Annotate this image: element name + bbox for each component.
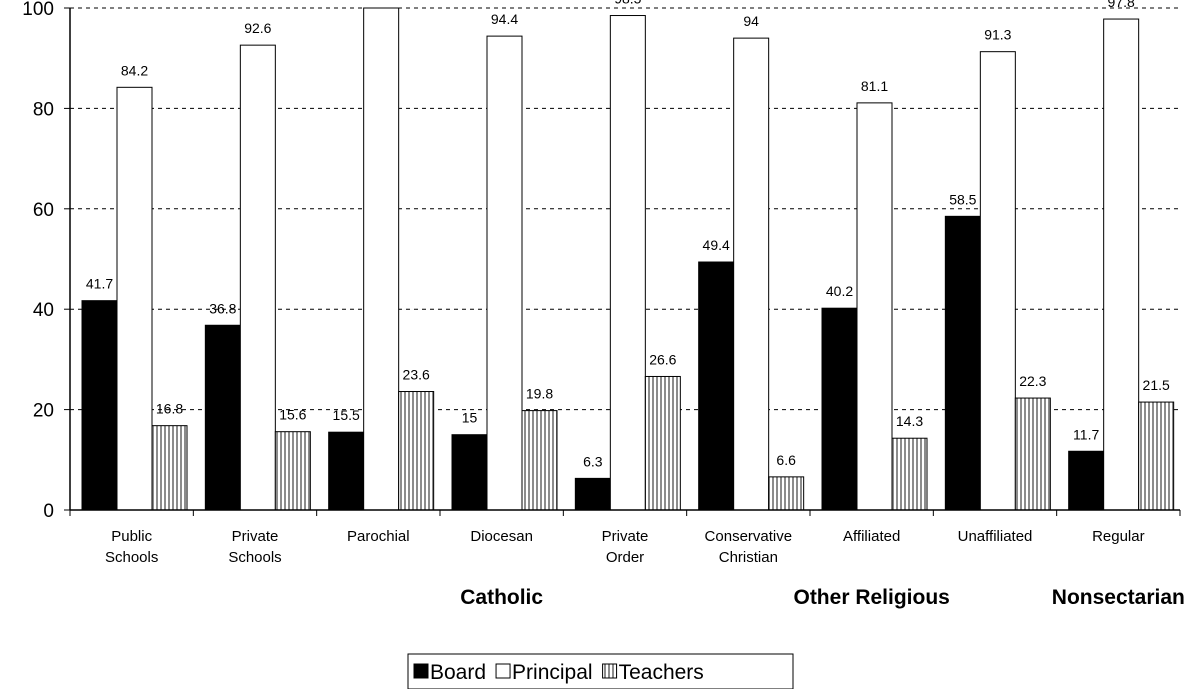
- data-label-teachers: 16.8: [156, 401, 183, 417]
- data-label-principal: 98.5: [614, 0, 641, 7]
- bar-teachers: [768, 476, 805, 511]
- x-tick-label: Private: [232, 528, 279, 545]
- bar-board: [1068, 450, 1105, 511]
- bar-teachers: [151, 425, 188, 511]
- data-label-board: 15.5: [333, 407, 360, 423]
- data-label-board: 41.7: [86, 276, 113, 292]
- y-tick-label: 100: [22, 0, 54, 20]
- bar-board: [451, 434, 488, 511]
- x-tick-label: Conservative: [705, 528, 793, 545]
- bar-board: [81, 300, 118, 511]
- legend-label-teachers: Teachers: [619, 661, 704, 684]
- x-tick-label: Regular: [1092, 528, 1145, 545]
- bar-board: [944, 215, 981, 511]
- y-tick-label: 20: [33, 401, 54, 422]
- data-label-principal: 92.6: [244, 20, 271, 36]
- bar-principal: [239, 44, 276, 511]
- legend-swatch-principal: [495, 663, 511, 679]
- y-tick-label: 0: [43, 501, 54, 522]
- y-tick-label: 80: [33, 99, 54, 120]
- bar-principal: [1103, 18, 1140, 511]
- data-label-board: 11.7: [1073, 426, 1099, 442]
- data-label-board: 15: [462, 410, 478, 426]
- data-label-board: 58.5: [949, 191, 976, 207]
- data-label-board: 49.4: [703, 237, 730, 253]
- bar-teachers: [891, 437, 928, 511]
- x-tick-label: Schools: [105, 549, 158, 566]
- data-label-teachers: 21.5: [1143, 377, 1170, 393]
- group-label: Nonsectarian: [1052, 586, 1185, 609]
- group-labels: Catholic Other Religious Nonsectarian: [460, 586, 1185, 609]
- bar-board: [821, 307, 858, 511]
- data-label-teachers: 26.6: [649, 351, 676, 367]
- data-label-principal: 97.8: [1108, 0, 1135, 10]
- bar-teachers: [274, 431, 311, 511]
- bars: [81, 7, 1175, 511]
- data-label-principal: 94.4: [491, 11, 518, 27]
- y-axis: 0 20 40 60 80 100: [22, 0, 71, 522]
- x-tick-label: Parochial: [347, 528, 410, 545]
- legend-box: [407, 653, 794, 689]
- data-label-board: 36.8: [209, 300, 236, 316]
- bar-teachers: [1014, 397, 1051, 511]
- data-label-principal: 94: [743, 13, 759, 29]
- y-tick-label: 60: [33, 200, 54, 221]
- bar-teachers: [398, 391, 435, 511]
- legend-swatch-board: [413, 663, 429, 679]
- y-tick-label: 40: [33, 300, 54, 321]
- legend-swatch-teachers: [602, 663, 618, 679]
- x-tick-label: Diocesan: [470, 528, 533, 545]
- data-label-principal: 81.1: [861, 78, 888, 94]
- bar-board: [698, 261, 735, 511]
- x-tick-label: Order: [606, 549, 644, 566]
- data-label-teachers: 15.6: [279, 407, 306, 423]
- x-tick-label: Public: [111, 528, 152, 545]
- x-tick-label: Unaffiliated: [958, 528, 1033, 545]
- data-label-teachers: 19.8: [526, 386, 553, 402]
- bar-teachers: [1138, 401, 1175, 511]
- bar-board: [574, 477, 611, 511]
- group-label: Other Religious: [793, 586, 949, 609]
- bar-board: [328, 431, 365, 511]
- data-label-board: 6.3: [583, 453, 603, 469]
- data-labels: 41.784.216.836.892.615.615.510023.61594.…: [86, 0, 1170, 469]
- data-label-board: 40.2: [826, 283, 853, 299]
- data-label-teachers: 6.6: [776, 452, 796, 468]
- x-tick-label: Schools: [228, 549, 281, 566]
- legend: Board Principal Teachers: [407, 653, 794, 689]
- bar-principal: [116, 86, 153, 511]
- bar-teachers: [521, 410, 558, 511]
- bar-principal: [363, 7, 400, 511]
- x-tick-label: Christian: [719, 549, 778, 566]
- bar-principal: [979, 51, 1016, 511]
- data-label-teachers: 22.3: [1019, 373, 1046, 389]
- legend-label-board: Board: [430, 661, 486, 684]
- data-label-principal: 91.3: [984, 27, 1011, 43]
- bar-teachers: [644, 375, 681, 511]
- bar-principal: [733, 37, 770, 511]
- data-label-teachers: 14.3: [896, 413, 923, 429]
- bar-board: [204, 324, 241, 511]
- bar-principal: [856, 102, 893, 511]
- data-label-teachers: 23.6: [403, 367, 430, 383]
- bar-principal: [486, 35, 523, 511]
- x-axis: Public Schools Private Schools Parochial Dioc…: [69, 509, 1181, 566]
- bar-principal: [609, 15, 646, 511]
- group-label: Catholic: [460, 586, 543, 609]
- x-tick-label: Affiliated: [843, 528, 900, 545]
- data-label-principal: 84.2: [121, 62, 148, 78]
- x-tick-label: Private: [602, 528, 649, 545]
- legend-label-principal: Principal: [512, 661, 593, 684]
